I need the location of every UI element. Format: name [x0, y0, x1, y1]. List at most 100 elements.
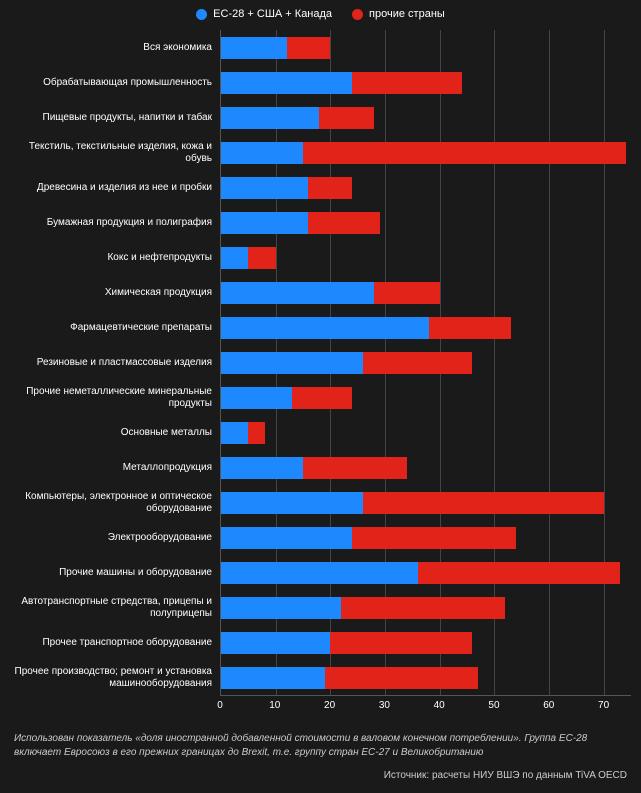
category-label: Прочие машины и оборудование: [10, 555, 220, 590]
category-label: Пищевые продукты, напитки и табак: [10, 100, 220, 135]
bar-stack: [221, 387, 631, 409]
bar-segment-eu_usa_can: [221, 422, 248, 444]
bar-segment-other: [303, 142, 626, 164]
bar-segment-eu_usa_can: [221, 492, 363, 514]
category-label: Фармацевтические препараты: [10, 310, 220, 345]
bar-segment-other: [352, 527, 516, 549]
bar-row: [221, 625, 631, 660]
category-label: Прочее производство; ремонт и установка …: [10, 660, 220, 695]
bar-row: [221, 555, 631, 590]
bar-segment-other: [248, 247, 275, 269]
category-label: Компьютеры, электронное и оптическое обо…: [10, 485, 220, 520]
bar-row: [221, 380, 631, 415]
bar-row: [221, 205, 631, 240]
category-label: Прочие неметаллические минеральные проду…: [10, 380, 220, 415]
bar-stack: [221, 72, 631, 94]
x-tick-label: 60: [543, 700, 554, 711]
bar-row: [221, 100, 631, 135]
bar-segment-other: [303, 457, 407, 479]
legend: ЕС-28 + США + Канада прочие страны: [10, 8, 631, 20]
bar-row: [221, 135, 631, 170]
bar-stack: [221, 212, 631, 234]
bar-stack: [221, 317, 631, 339]
y-axis-labels: Вся экономикаОбрабатывающая промышленнос…: [10, 30, 220, 696]
bar-row: [221, 170, 631, 205]
bar-segment-other: [363, 352, 472, 374]
legend-swatch-eu: [196, 9, 207, 20]
bar-stack: [221, 352, 631, 374]
bar-stack: [221, 667, 631, 689]
bar-segment-eu_usa_can: [221, 352, 363, 374]
bar-segment-eu_usa_can: [221, 177, 308, 199]
bar-segment-eu_usa_can: [221, 667, 325, 689]
bar-row: [221, 520, 631, 555]
bar-segment-other: [374, 282, 440, 304]
bar-segment-eu_usa_can: [221, 212, 308, 234]
x-tick-label: 40: [434, 700, 445, 711]
bar-segment-eu_usa_can: [221, 387, 292, 409]
bar-row: [221, 590, 631, 625]
category-label: Основные металлы: [10, 415, 220, 450]
category-label: Текстиль, текстильные изделия, кожа и об…: [10, 135, 220, 170]
bar-segment-other: [325, 667, 478, 689]
bar-row: [221, 450, 631, 485]
x-axis: 010203040506070: [220, 696, 631, 714]
category-label: Электрооборудование: [10, 520, 220, 555]
bar-segment-other: [308, 177, 352, 199]
legend-label-other: прочие страны: [369, 8, 445, 20]
category-label: Резиновые и пластмассовые изделия: [10, 345, 220, 380]
bar-segment-eu_usa_can: [221, 37, 287, 59]
footnote: Использован показатель «доля иностранной…: [10, 732, 631, 760]
x-tick-label: 30: [379, 700, 390, 711]
bar-segment-other: [308, 212, 379, 234]
bar-stack: [221, 527, 631, 549]
bar-segment-eu_usa_can: [221, 527, 352, 549]
bar-segment-eu_usa_can: [221, 457, 303, 479]
bar-segment-eu_usa_can: [221, 72, 352, 94]
x-tick-label: 70: [598, 700, 609, 711]
x-tick-label: 0: [217, 700, 223, 711]
bar-stack: [221, 597, 631, 619]
bar-stack: [221, 37, 631, 59]
bar-stack: [221, 107, 631, 129]
category-label: Прочее транспортное оборудование: [10, 625, 220, 660]
bar-row: [221, 345, 631, 380]
bar-stack: [221, 247, 631, 269]
bar-row: [221, 415, 631, 450]
bar-segment-other: [429, 317, 511, 339]
bar-stack: [221, 492, 631, 514]
bar-stack: [221, 282, 631, 304]
bar-segment-other: [292, 387, 352, 409]
bar-segment-eu_usa_can: [221, 562, 418, 584]
plot-area: [220, 30, 631, 696]
legend-label-eu: ЕС-28 + США + Канада: [213, 8, 332, 20]
legend-item-other: прочие страны: [352, 8, 445, 20]
bar-segment-other: [341, 597, 505, 619]
bar-stack: [221, 422, 631, 444]
legend-swatch-other: [352, 9, 363, 20]
bar-segment-other: [319, 107, 374, 129]
bar-segment-eu_usa_can: [221, 317, 429, 339]
bar-row: [221, 30, 631, 65]
category-label: Автотранспортные стредства, прицепы и по…: [10, 590, 220, 625]
bar-segment-eu_usa_can: [221, 247, 248, 269]
bar-segment-eu_usa_can: [221, 632, 330, 654]
bar-segment-other: [330, 632, 472, 654]
chart-container: ЕС-28 + США + Канада прочие страны Вся э…: [0, 0, 641, 793]
category-label: Кокс и нефтепродукты: [10, 240, 220, 275]
bar-row: [221, 660, 631, 695]
bar-segment-eu_usa_can: [221, 107, 319, 129]
legend-item-eu: ЕС-28 + США + Канада: [196, 8, 332, 20]
category-label: Обрабатывающая промышленность: [10, 65, 220, 100]
category-label: Химическая продукция: [10, 275, 220, 310]
category-label: Древесина и изделия из нее и пробки: [10, 170, 220, 205]
bar-row: [221, 65, 631, 100]
chart-body: Вся экономикаОбрабатывающая промышленнос…: [10, 30, 631, 696]
bar-segment-other: [352, 72, 461, 94]
bar-stack: [221, 562, 631, 584]
bar-segment-other: [363, 492, 604, 514]
bar-segment-other: [248, 422, 264, 444]
bar-row: [221, 310, 631, 345]
bar-segment-eu_usa_can: [221, 282, 374, 304]
bar-segment-eu_usa_can: [221, 142, 303, 164]
